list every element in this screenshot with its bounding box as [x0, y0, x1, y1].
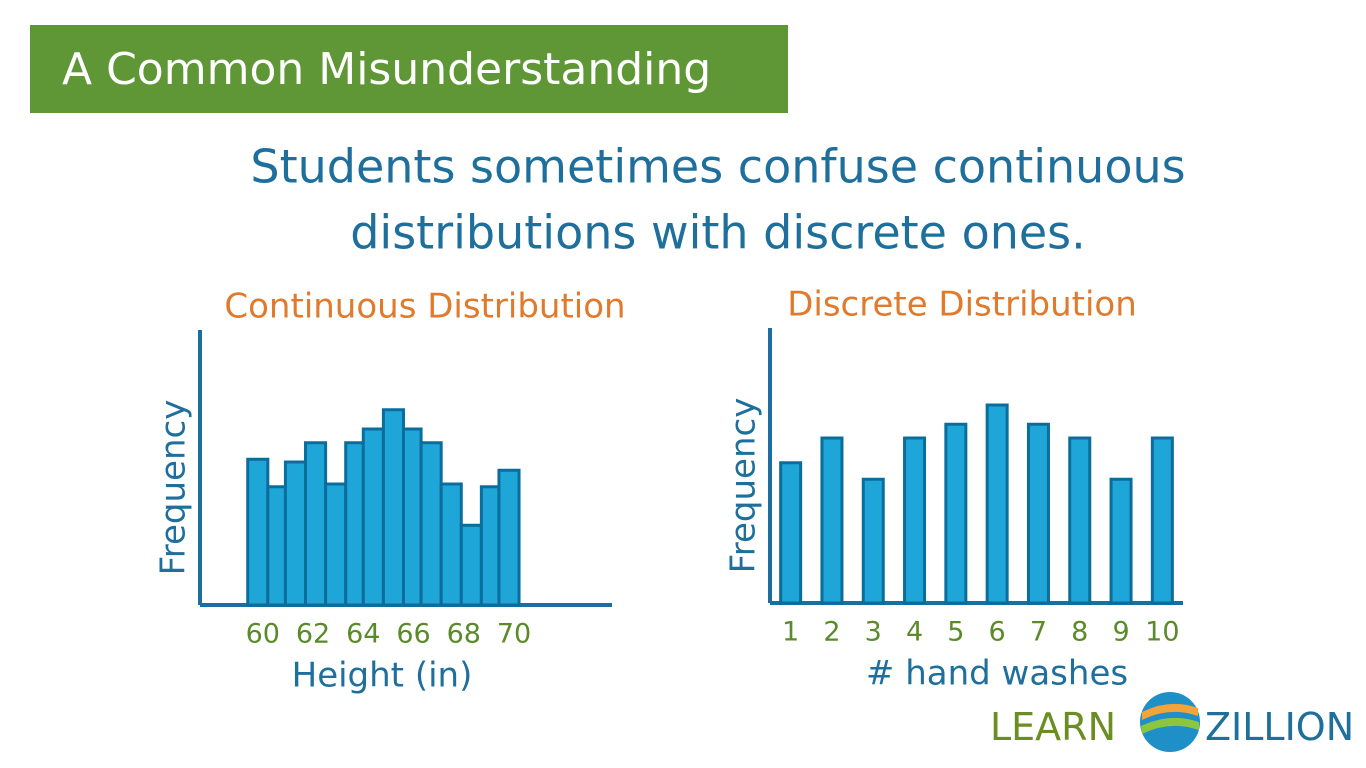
x-tick-label: 9 — [1112, 617, 1129, 648]
x-tick-label: 4 — [906, 617, 923, 648]
logo-text: ZILLION — [1205, 705, 1354, 749]
bar — [283, 460, 308, 607]
x-tick-label: 10 — [1145, 617, 1179, 648]
bar — [861, 477, 885, 605]
y-axis-label: Frequency — [724, 398, 764, 574]
x-tick-label: 70 — [497, 619, 531, 650]
bar — [985, 403, 1009, 605]
chart-title: Discrete Distribution — [787, 285, 1137, 325]
bar — [820, 436, 844, 605]
bar — [1109, 477, 1133, 605]
x-tick-label: 62 — [296, 619, 330, 650]
header-title: A Common Misunderstanding — [62, 44, 711, 95]
bar — [419, 441, 443, 607]
bar — [479, 485, 501, 607]
bar — [779, 461, 803, 605]
bar — [324, 482, 348, 607]
x-tick-label: 60 — [246, 619, 280, 650]
bar — [1068, 436, 1092, 605]
bar — [1026, 422, 1050, 605]
x-tick-label: 68 — [447, 619, 481, 650]
bar — [381, 408, 405, 607]
bar — [401, 427, 423, 607]
bar — [304, 441, 328, 607]
subtitle: Students sometimes confuse continuous — [250, 140, 1185, 194]
x-tick-label: 8 — [1071, 617, 1088, 648]
logo-stripe — [1141, 717, 1199, 734]
bar — [459, 523, 483, 607]
x-tick-label: 1 — [782, 617, 799, 648]
bar — [344, 441, 365, 607]
chart-title: Continuous Distribution — [224, 287, 625, 327]
bar — [903, 436, 927, 605]
bar — [944, 422, 968, 605]
x-tick-label: 7 — [1030, 617, 1047, 648]
x-tick-label: 64 — [346, 619, 380, 650]
bar — [1150, 436, 1174, 605]
x-tick-label: 2 — [823, 617, 840, 648]
x-axis-label: # hand washes — [866, 654, 1128, 694]
logo-text: LEARN — [990, 705, 1116, 749]
bar — [439, 482, 463, 607]
x-axis-label: Height (in) — [292, 656, 473, 696]
x-tick-label: 3 — [865, 617, 882, 648]
x-tick-label: 5 — [947, 617, 964, 648]
x-tick-label: 66 — [396, 619, 430, 650]
header-bar — [30, 25, 788, 113]
bar — [246, 457, 270, 607]
bar — [361, 427, 385, 607]
y-axis-label: Frequency — [154, 400, 194, 576]
logo-stripe — [1142, 703, 1198, 720]
bar — [497, 468, 521, 607]
logo: LEARN ZILLION — [990, 692, 1354, 752]
subtitle: distributions with discrete ones. — [350, 206, 1086, 260]
bar — [266, 485, 287, 607]
x-tick-label: 6 — [989, 617, 1006, 648]
